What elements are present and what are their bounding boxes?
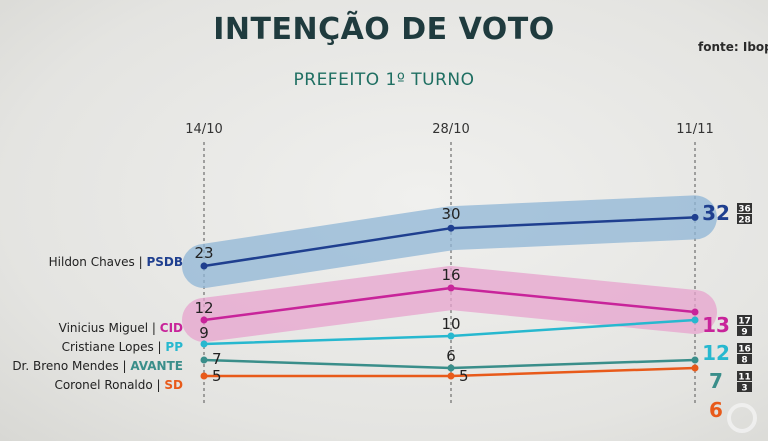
data-label: 5 bbox=[212, 367, 222, 385]
trend-band bbox=[182, 195, 717, 288]
data-label: 6 bbox=[446, 347, 456, 365]
end-value-breno: 7 bbox=[709, 369, 723, 393]
candidate-party: CID bbox=[160, 321, 183, 335]
data-point bbox=[447, 332, 455, 340]
data-label: 12 bbox=[194, 299, 213, 317]
candidate-label-ronaldo: Coronel Ronaldo | SD bbox=[54, 378, 183, 392]
candidate-party: PSDB bbox=[146, 255, 183, 269]
end-value-vinicius: 13 bbox=[702, 313, 730, 337]
data-point bbox=[447, 372, 455, 380]
margin-value: 17 bbox=[738, 317, 751, 327]
candidate-name: Hildon Chaves | bbox=[49, 255, 147, 269]
margin-value: 36 bbox=[738, 205, 751, 215]
x-tick-label: 28/10 bbox=[432, 122, 469, 137]
margin-box bbox=[737, 371, 752, 381]
data-label: 5 bbox=[459, 367, 469, 385]
data-point bbox=[200, 262, 208, 270]
candidate-label-hildon: Hildon Chaves | PSDB bbox=[49, 255, 183, 269]
end-value-ronaldo: 6 bbox=[709, 398, 723, 422]
margin-box bbox=[737, 343, 752, 353]
margin-value: 9 bbox=[741, 328, 747, 338]
data-point bbox=[447, 284, 455, 292]
data-point bbox=[691, 364, 699, 372]
candidate-label-breno: Dr. Breno Mendes | AVANTE bbox=[12, 359, 183, 373]
data-label: 23 bbox=[194, 244, 213, 262]
data-label: 9 bbox=[199, 324, 209, 342]
data-label: 10 bbox=[441, 315, 460, 333]
margin-box bbox=[737, 326, 752, 336]
margin-value: 8 bbox=[741, 356, 747, 366]
data-point bbox=[200, 316, 208, 324]
margin-box bbox=[737, 382, 752, 392]
candidate-name: Coronel Ronaldo | bbox=[54, 378, 164, 392]
chart-title: INTENÇÃO DE VOTO bbox=[213, 12, 555, 47]
broadcaster-logo bbox=[727, 403, 757, 433]
margin-value: 11 bbox=[738, 373, 751, 383]
data-label: 7 bbox=[212, 350, 222, 368]
margin-value: 28 bbox=[738, 216, 751, 226]
source-label: fonte: Ibope bbox=[698, 40, 768, 54]
data-point bbox=[691, 356, 699, 364]
data-point bbox=[200, 372, 208, 380]
candidate-name: Vinicius Miguel | bbox=[59, 321, 160, 335]
data-point bbox=[691, 316, 699, 324]
margin-box bbox=[737, 203, 752, 213]
margin-value: 3 bbox=[741, 384, 747, 394]
margin-value: 16 bbox=[738, 345, 751, 355]
candidate-party: SD bbox=[164, 378, 183, 392]
data-point bbox=[691, 213, 699, 221]
margin-box bbox=[737, 315, 752, 325]
data-point bbox=[447, 224, 455, 232]
data-point bbox=[447, 364, 455, 372]
data-label: 30 bbox=[441, 205, 460, 223]
data-point bbox=[200, 340, 208, 348]
chart-subtitle: PREFEITO 1º TURNO bbox=[293, 70, 475, 90]
end-value-cristiane: 12 bbox=[702, 341, 730, 365]
candidate-party: AVANTE bbox=[130, 359, 183, 373]
data-label: 16 bbox=[441, 266, 460, 284]
margin-box bbox=[737, 354, 752, 364]
candidate-label-cristiane: Cristiane Lopes | PP bbox=[62, 340, 184, 354]
x-tick-label: 11/11 bbox=[676, 122, 713, 137]
margin-box bbox=[737, 214, 752, 224]
candidate-label-vinicius: Vinicius Miguel | CID bbox=[59, 321, 183, 335]
candidate-name: Cristiane Lopes | bbox=[62, 340, 166, 354]
end-value-hildon: 32 bbox=[702, 201, 730, 225]
candidate-name: Dr. Breno Mendes | bbox=[12, 359, 130, 373]
data-point bbox=[200, 356, 208, 364]
data-point bbox=[691, 308, 699, 316]
x-tick-label: 14/10 bbox=[185, 122, 222, 137]
candidate-party: PP bbox=[165, 340, 183, 354]
